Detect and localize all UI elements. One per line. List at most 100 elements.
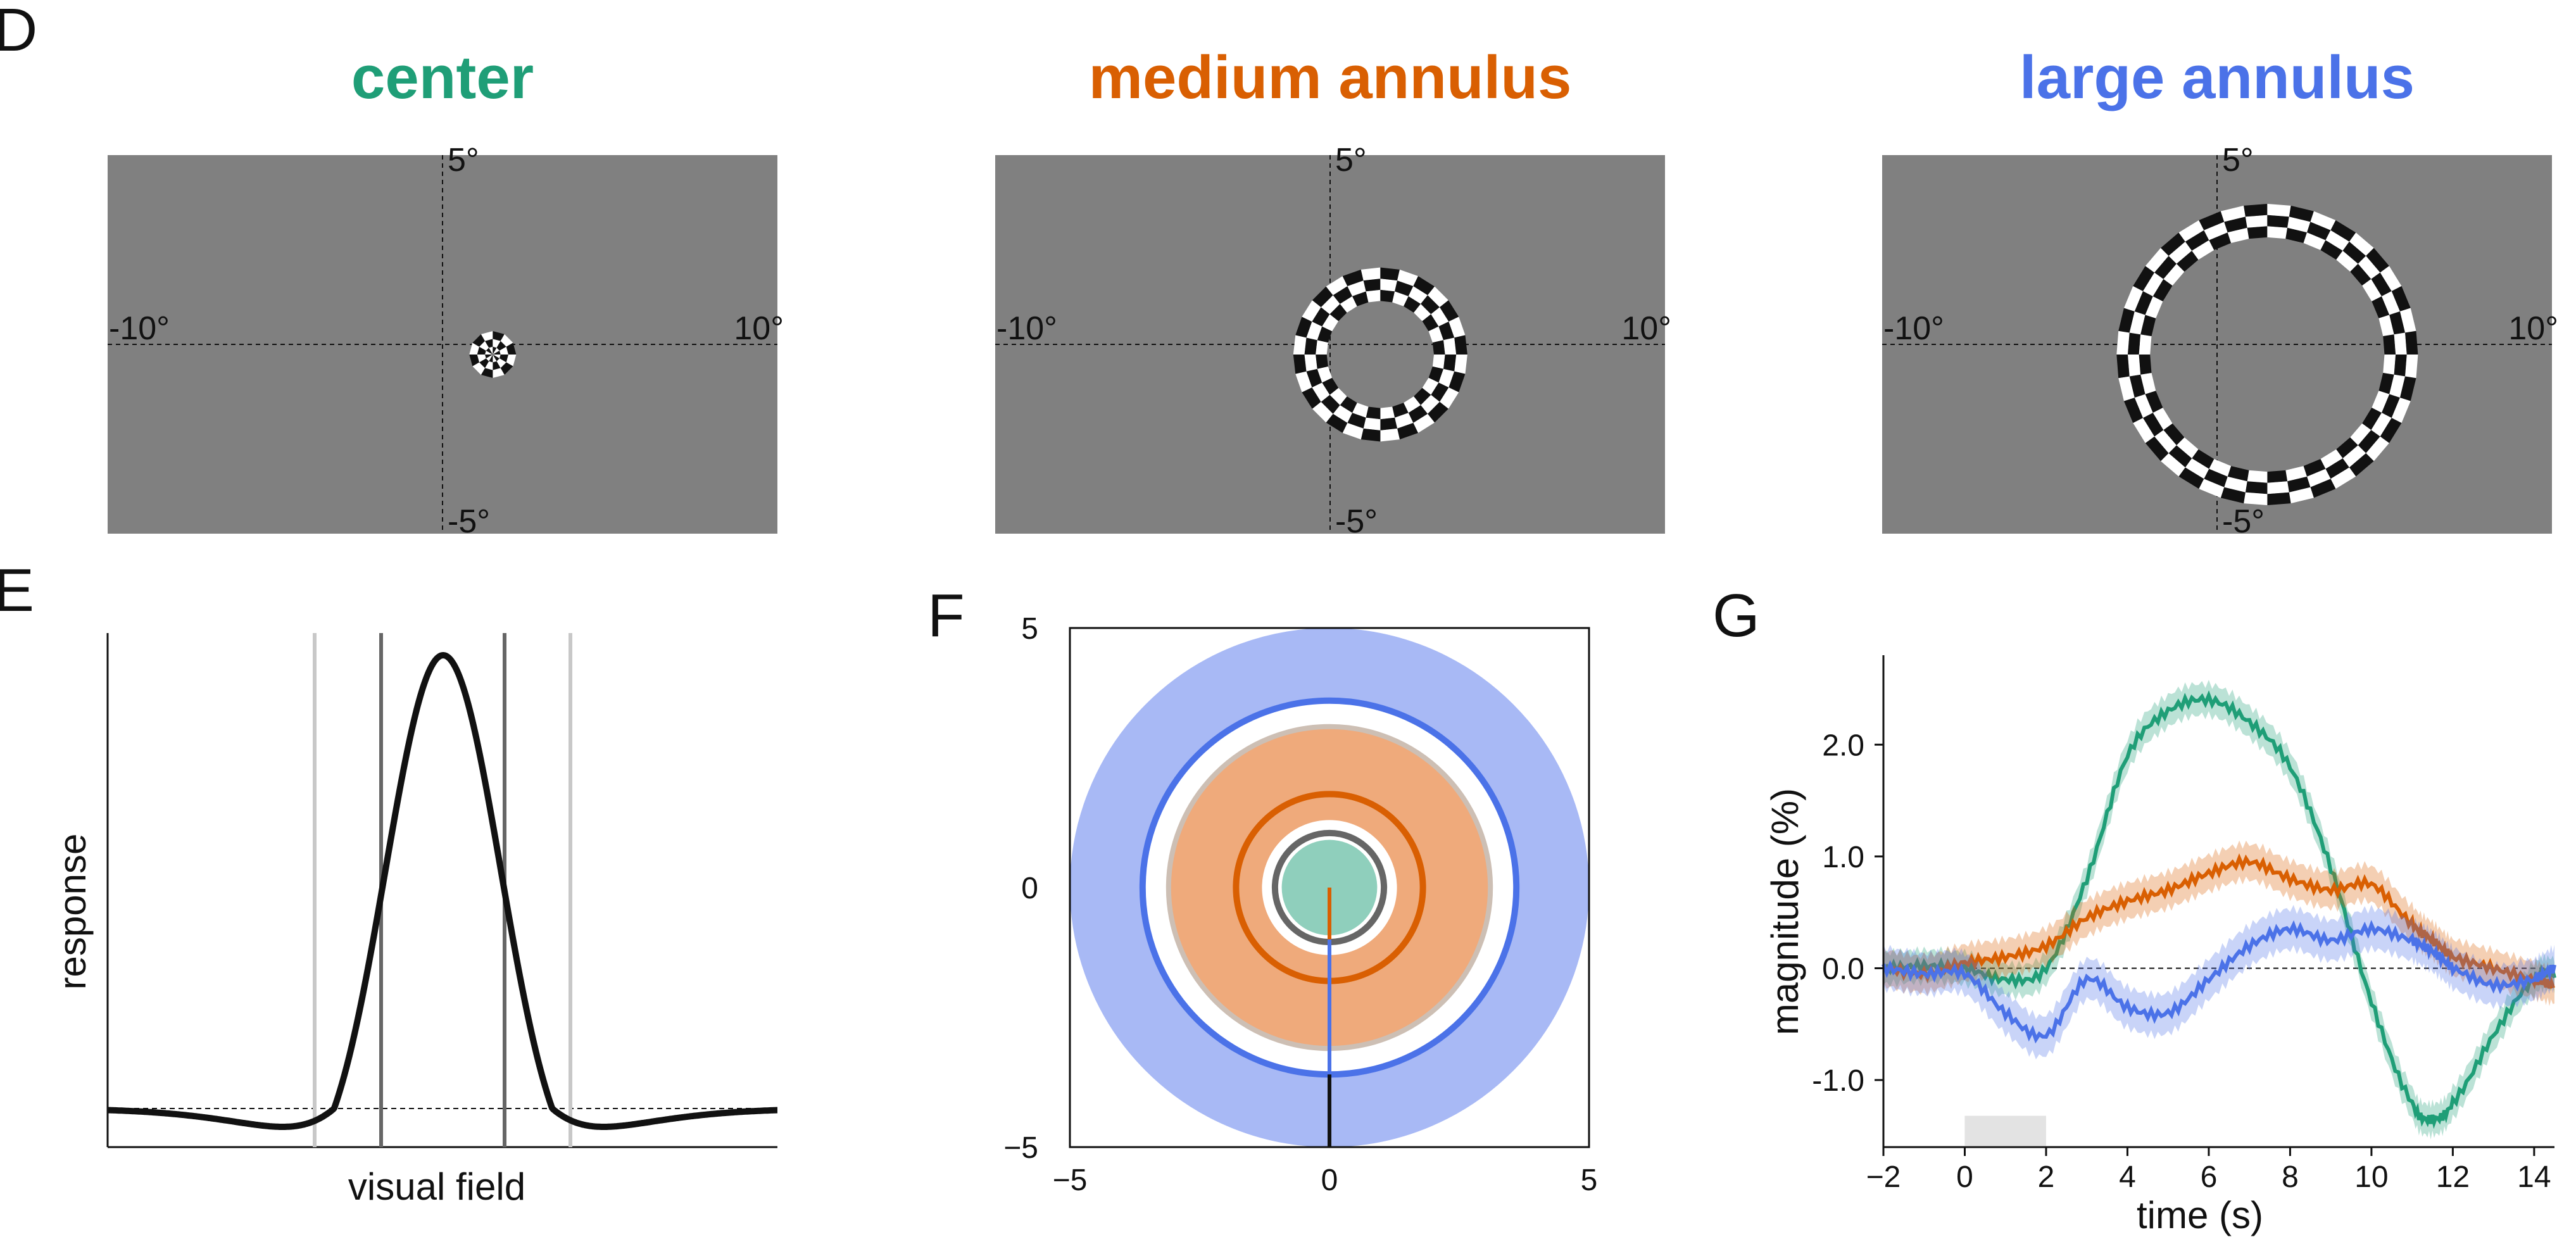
checker-cell: [1352, 291, 1369, 306]
checker-cell: [2349, 453, 2374, 477]
panel-f: −5 0 5 5 0 −5: [1003, 612, 1597, 1197]
checker-cell: [1454, 335, 1467, 355]
checker-cell: [2320, 449, 2343, 469]
panel-f-ytick: −5: [1003, 1131, 1038, 1165]
checker-cell: [2303, 458, 2326, 477]
checker-cell: [477, 355, 486, 363]
panel-g-ytick: -1.0: [1812, 1064, 1864, 1098]
checker-cell: [2287, 217, 2311, 233]
checker-cell: [469, 355, 479, 367]
checker-cell: [1438, 368, 1455, 388]
checker-cell: [2330, 467, 2356, 489]
panel-g-ylabel: magnitude (%): [1764, 788, 1806, 1035]
panel-d: center 5° -5° -10° 10° medium annulus 5° -5° -10…: [108, 44, 2558, 540]
label-right: 10°: [734, 310, 784, 347]
panel-d-letter: D: [0, 0, 37, 64]
checker-cell: [1295, 371, 1312, 392]
checker-cell: [489, 346, 493, 355]
checker-cell: [1432, 340, 1445, 355]
checker-cell: [1306, 321, 1323, 341]
checker-cell: [2127, 355, 2141, 377]
checker-cell: [1304, 355, 1317, 372]
stimulus-title: large annulus: [2020, 44, 2415, 111]
checker-cell: [2227, 227, 2249, 243]
label-bottom: -5°: [2222, 503, 2265, 540]
checker-cell: [1421, 394, 1440, 414]
checker-cell: [2378, 372, 2394, 394]
checker-cell: [2307, 468, 2331, 487]
panel-g-xtick: −2: [1866, 1160, 1901, 1194]
checker-cell: [493, 361, 501, 370]
checker-cell: [2134, 394, 2153, 418]
checker-cell: [2336, 250, 2358, 272]
checker-cell: [1321, 295, 1340, 315]
checker-cell: [2371, 413, 2392, 437]
checker-cell: [1360, 267, 1381, 281]
checker-cell: [2389, 311, 2406, 335]
checker-cell: [469, 342, 479, 355]
panel-f-frame: [1069, 627, 1590, 1148]
checker-cell: [2320, 240, 2343, 260]
panel-g-ytick: 1.0: [1822, 841, 1864, 874]
checker-cell: [2220, 205, 2246, 222]
label-right: 10°: [1621, 310, 1671, 347]
checker-cell: [493, 350, 501, 355]
checker-cell: [493, 330, 505, 341]
checker-cell: [2204, 222, 2228, 241]
panel-g-xtick: 6: [2201, 1160, 2218, 1194]
checker-cell: [1322, 377, 1339, 395]
checker-cell: [2349, 232, 2374, 256]
checker-cell: [500, 362, 513, 375]
checker-cell: [2310, 211, 2336, 230]
checker-cell: [2380, 418, 2402, 443]
panel-f-plot: [1070, 628, 1589, 1147]
checker-cell: [1414, 387, 1431, 405]
checker-cell: [2366, 248, 2389, 273]
checker-cell: [2123, 286, 2143, 311]
checker-cell: [493, 355, 500, 361]
series-1-band: [1883, 840, 2554, 1007]
checker-cell: [2358, 256, 2380, 279]
checker-cell: [1360, 428, 1381, 442]
checker-cell: [1316, 355, 1328, 369]
checker-cell: [2168, 241, 2192, 264]
label-top: 5°: [448, 142, 479, 179]
checker-cell: [1397, 423, 1419, 440]
checker-cell: [1380, 406, 1395, 420]
checker-cell: [485, 350, 493, 355]
checker-cell: [493, 355, 501, 359]
checker-cell: [1347, 413, 1366, 429]
checker-cell: [2391, 398, 2411, 424]
checker-cell: [2267, 492, 2291, 506]
panel-g-ytick: 2.0: [1822, 729, 1864, 762]
checker-cell: [485, 355, 493, 359]
checker-cell: [2227, 466, 2249, 482]
checker-cell: [2133, 418, 2155, 443]
checker-cell: [2342, 445, 2366, 468]
checker-cell: [1363, 417, 1381, 430]
checker-cell: [2116, 355, 2130, 379]
checker-cell: [2330, 220, 2356, 242]
checker-cell: [1380, 417, 1398, 430]
checker-cell: [477, 346, 486, 355]
checker-cell: [1333, 286, 1352, 305]
label-left: -10°: [1883, 310, 1944, 347]
checker-cell: [1392, 403, 1409, 418]
checker-cell: [1302, 387, 1321, 409]
checker-cell: [1421, 295, 1440, 315]
panel-g-xtick: 12: [2436, 1160, 2470, 1194]
panel-f-ytick: 5: [1021, 612, 1038, 646]
checker-cell: [1428, 326, 1444, 343]
checker-cell: [2209, 458, 2232, 477]
checker-cell: [1440, 387, 1459, 409]
checker-cell: [1312, 401, 1333, 423]
checkerboard-stimulus: [469, 330, 517, 379]
label-bottom: -5°: [448, 503, 490, 540]
checker-cell: [2224, 476, 2247, 493]
label-left: -10°: [996, 310, 1057, 347]
checker-cell: [2289, 205, 2314, 222]
checker-cell: [2310, 479, 2336, 498]
checker-cell: [1422, 377, 1439, 395]
checker-cell: [1408, 405, 1428, 424]
checker-cell: [1312, 307, 1330, 327]
